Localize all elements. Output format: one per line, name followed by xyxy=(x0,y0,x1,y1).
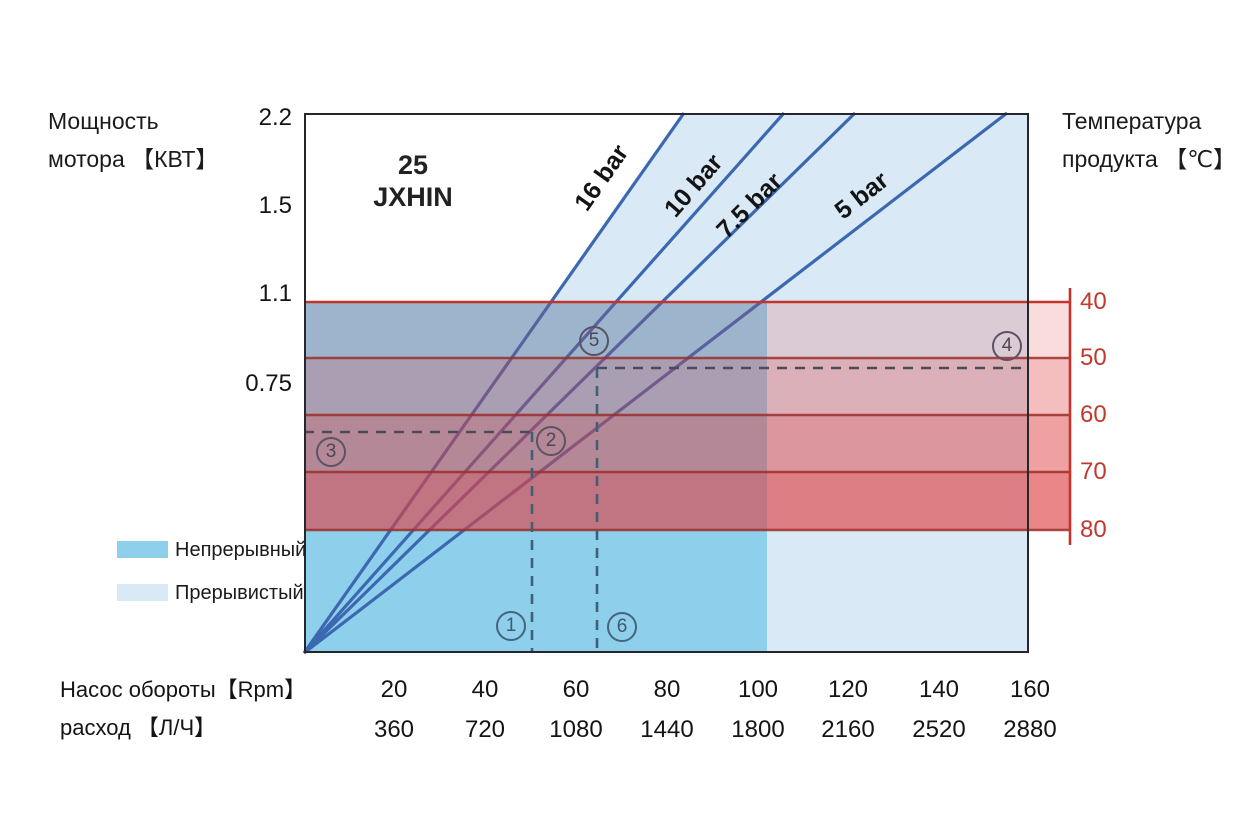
marker-4: 4 xyxy=(992,331,1022,361)
plot-area xyxy=(302,111,1072,655)
legend-swatch-intermittent xyxy=(117,584,168,601)
temp-axis-title-line1: Температура xyxy=(1062,108,1202,134)
flow-tick-1440: 1440 xyxy=(640,716,694,743)
marker-6: 6 xyxy=(607,612,637,642)
rpm-tick-60: 60 xyxy=(562,676,590,703)
rpm-tick-160: 160 xyxy=(1009,676,1051,703)
marker-3-label: 3 xyxy=(325,441,337,462)
marker-3: 3 xyxy=(316,437,346,467)
marker-1-label: 1 xyxy=(505,615,517,636)
flow-tick-360: 360 xyxy=(373,716,415,743)
flow-tick-2880: 2880 xyxy=(1003,716,1057,743)
temp-band-60-70 xyxy=(304,415,1070,472)
flow-tick-1080: 1080 xyxy=(549,716,603,743)
marker-2-label: 2 xyxy=(545,430,557,451)
rpm-tick-120: 120 xyxy=(827,676,869,703)
flow-tick-1800: 1800 xyxy=(731,716,785,743)
marker-1: 1 xyxy=(496,611,526,641)
curve-10bar xyxy=(302,111,786,655)
marker-6-label: 6 xyxy=(616,616,628,637)
curve-7-5bar xyxy=(302,111,857,655)
temp-tick-40: 40 xyxy=(1080,288,1107,315)
marker-4-label: 4 xyxy=(1001,335,1013,356)
power-tick-2-2: 2.2 xyxy=(258,104,292,131)
flow-tick-2520: 2520 xyxy=(912,716,966,743)
flow-tick-2160: 2160 xyxy=(821,716,875,743)
marker-5: 5 xyxy=(579,326,609,356)
curve-16bar xyxy=(302,112,686,654)
rpm-axis-label: Насос обороты【Rpm】 xyxy=(60,677,307,702)
temp-band-50-60 xyxy=(304,358,1070,415)
power-tick-1-1: 1.1 xyxy=(258,280,292,307)
rpm-tick-20: 20 xyxy=(380,676,408,703)
temp-tick-80: 80 xyxy=(1080,516,1107,543)
temp-tick-70: 70 xyxy=(1080,458,1107,485)
temp-tick-50: 50 xyxy=(1080,344,1107,371)
rpm-tick-80: 80 xyxy=(653,676,681,703)
rpm-tick-40: 40 xyxy=(471,676,499,703)
marker-5-label: 5 xyxy=(588,330,600,351)
legend-label-intermittent: Прерывистый xyxy=(175,582,304,604)
temp-tick-60: 60 xyxy=(1080,401,1107,428)
power-axis-title-line1: Мощность xyxy=(48,108,159,134)
temp-band-40-50 xyxy=(304,302,1070,358)
power-tick-1-5: 1.5 xyxy=(258,192,292,219)
flow-axis-label: расход 【Л/Ч】 xyxy=(60,715,217,740)
curve-5bar xyxy=(303,111,1008,655)
power-axis-title-line2: мотора 【КВТ】 xyxy=(48,146,219,172)
legend-label-continuous: Непрерывный xyxy=(175,539,307,561)
plot-border xyxy=(304,113,1029,653)
chart-title-line2: JXHIN xyxy=(373,182,453,212)
marker-2: 2 xyxy=(536,426,566,456)
flow-tick-720: 720 xyxy=(464,716,506,743)
power-tick-0-75: 0.75 xyxy=(245,370,292,397)
legend-swatch-continuous xyxy=(117,541,168,558)
chart-title-line1: 25 xyxy=(397,150,429,180)
temp-band-70-80 xyxy=(304,472,1070,530)
temp-axis-title-line2: продукта 【℃】 xyxy=(1062,146,1237,172)
rpm-tick-100: 100 xyxy=(737,676,779,703)
rpm-tick-140: 140 xyxy=(918,676,960,703)
